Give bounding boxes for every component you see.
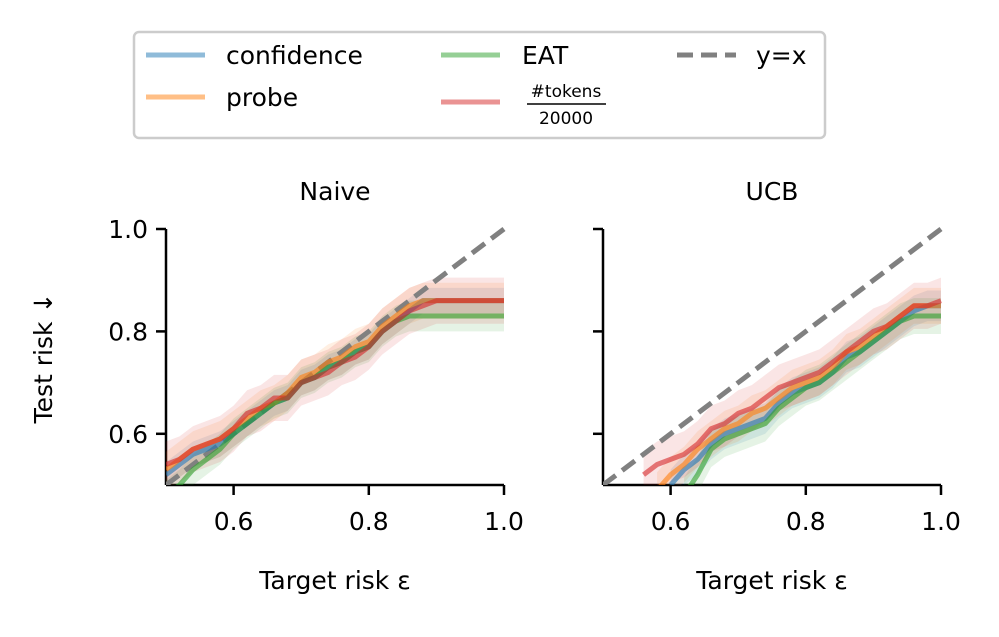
x-axis-label: Target risk ε (695, 566, 847, 595)
x-tick-label: 0.6 (651, 507, 691, 536)
plot-area (603, 227, 943, 485)
legend-label-probe: probe (226, 83, 298, 112)
plot-area (166, 227, 506, 485)
band-#tokens/20000 (166, 277, 504, 485)
chart-title: Naive (299, 177, 370, 206)
reference-line-yx (603, 227, 943, 485)
legend-label-eat: EAT (522, 41, 569, 70)
chart-ucb: UCB Target risk ε 0.6 0.8 1.0 (593, 177, 961, 595)
x-axis-label: Target risk ε (258, 566, 410, 595)
band-EAT (166, 300, 504, 485)
band-confidence (166, 287, 504, 485)
x-tick-label: 0.8 (786, 507, 826, 536)
legend: confidence probe EAT #tokens 20000 y=x (132, 30, 827, 140)
legend-label-tokens-numerator: #tokens (531, 82, 602, 102)
series-line-EAT (687, 313, 941, 485)
legend-label-yx: y=x (756, 41, 807, 70)
y-axis-label: Test risk ↓ (29, 293, 58, 425)
y-tick-label: 0.6 (108, 420, 148, 449)
band-EAT (684, 298, 941, 485)
chart-naive: Naive Test risk ↓ Target risk ε 0.6 0.8 1.… (29, 177, 524, 595)
x-tick-label: 0.8 (349, 507, 389, 536)
x-tick-label: 1.0 (921, 507, 961, 536)
legend-label-confidence: confidence (226, 41, 363, 70)
x-tick-label: 0.6 (214, 507, 254, 536)
series-line-#tokens/20000 (642, 298, 942, 477)
chart-title: UCB (746, 177, 799, 206)
series-line-#tokens/20000 (166, 298, 504, 467)
y-tick-label: 1.0 (108, 215, 148, 244)
legend-frame (132, 30, 827, 140)
legend-label-tokens-denominator: 20000 (539, 109, 593, 129)
y-tick-label: 0.8 (108, 317, 148, 346)
x-tick-label: 1.0 (484, 507, 524, 536)
